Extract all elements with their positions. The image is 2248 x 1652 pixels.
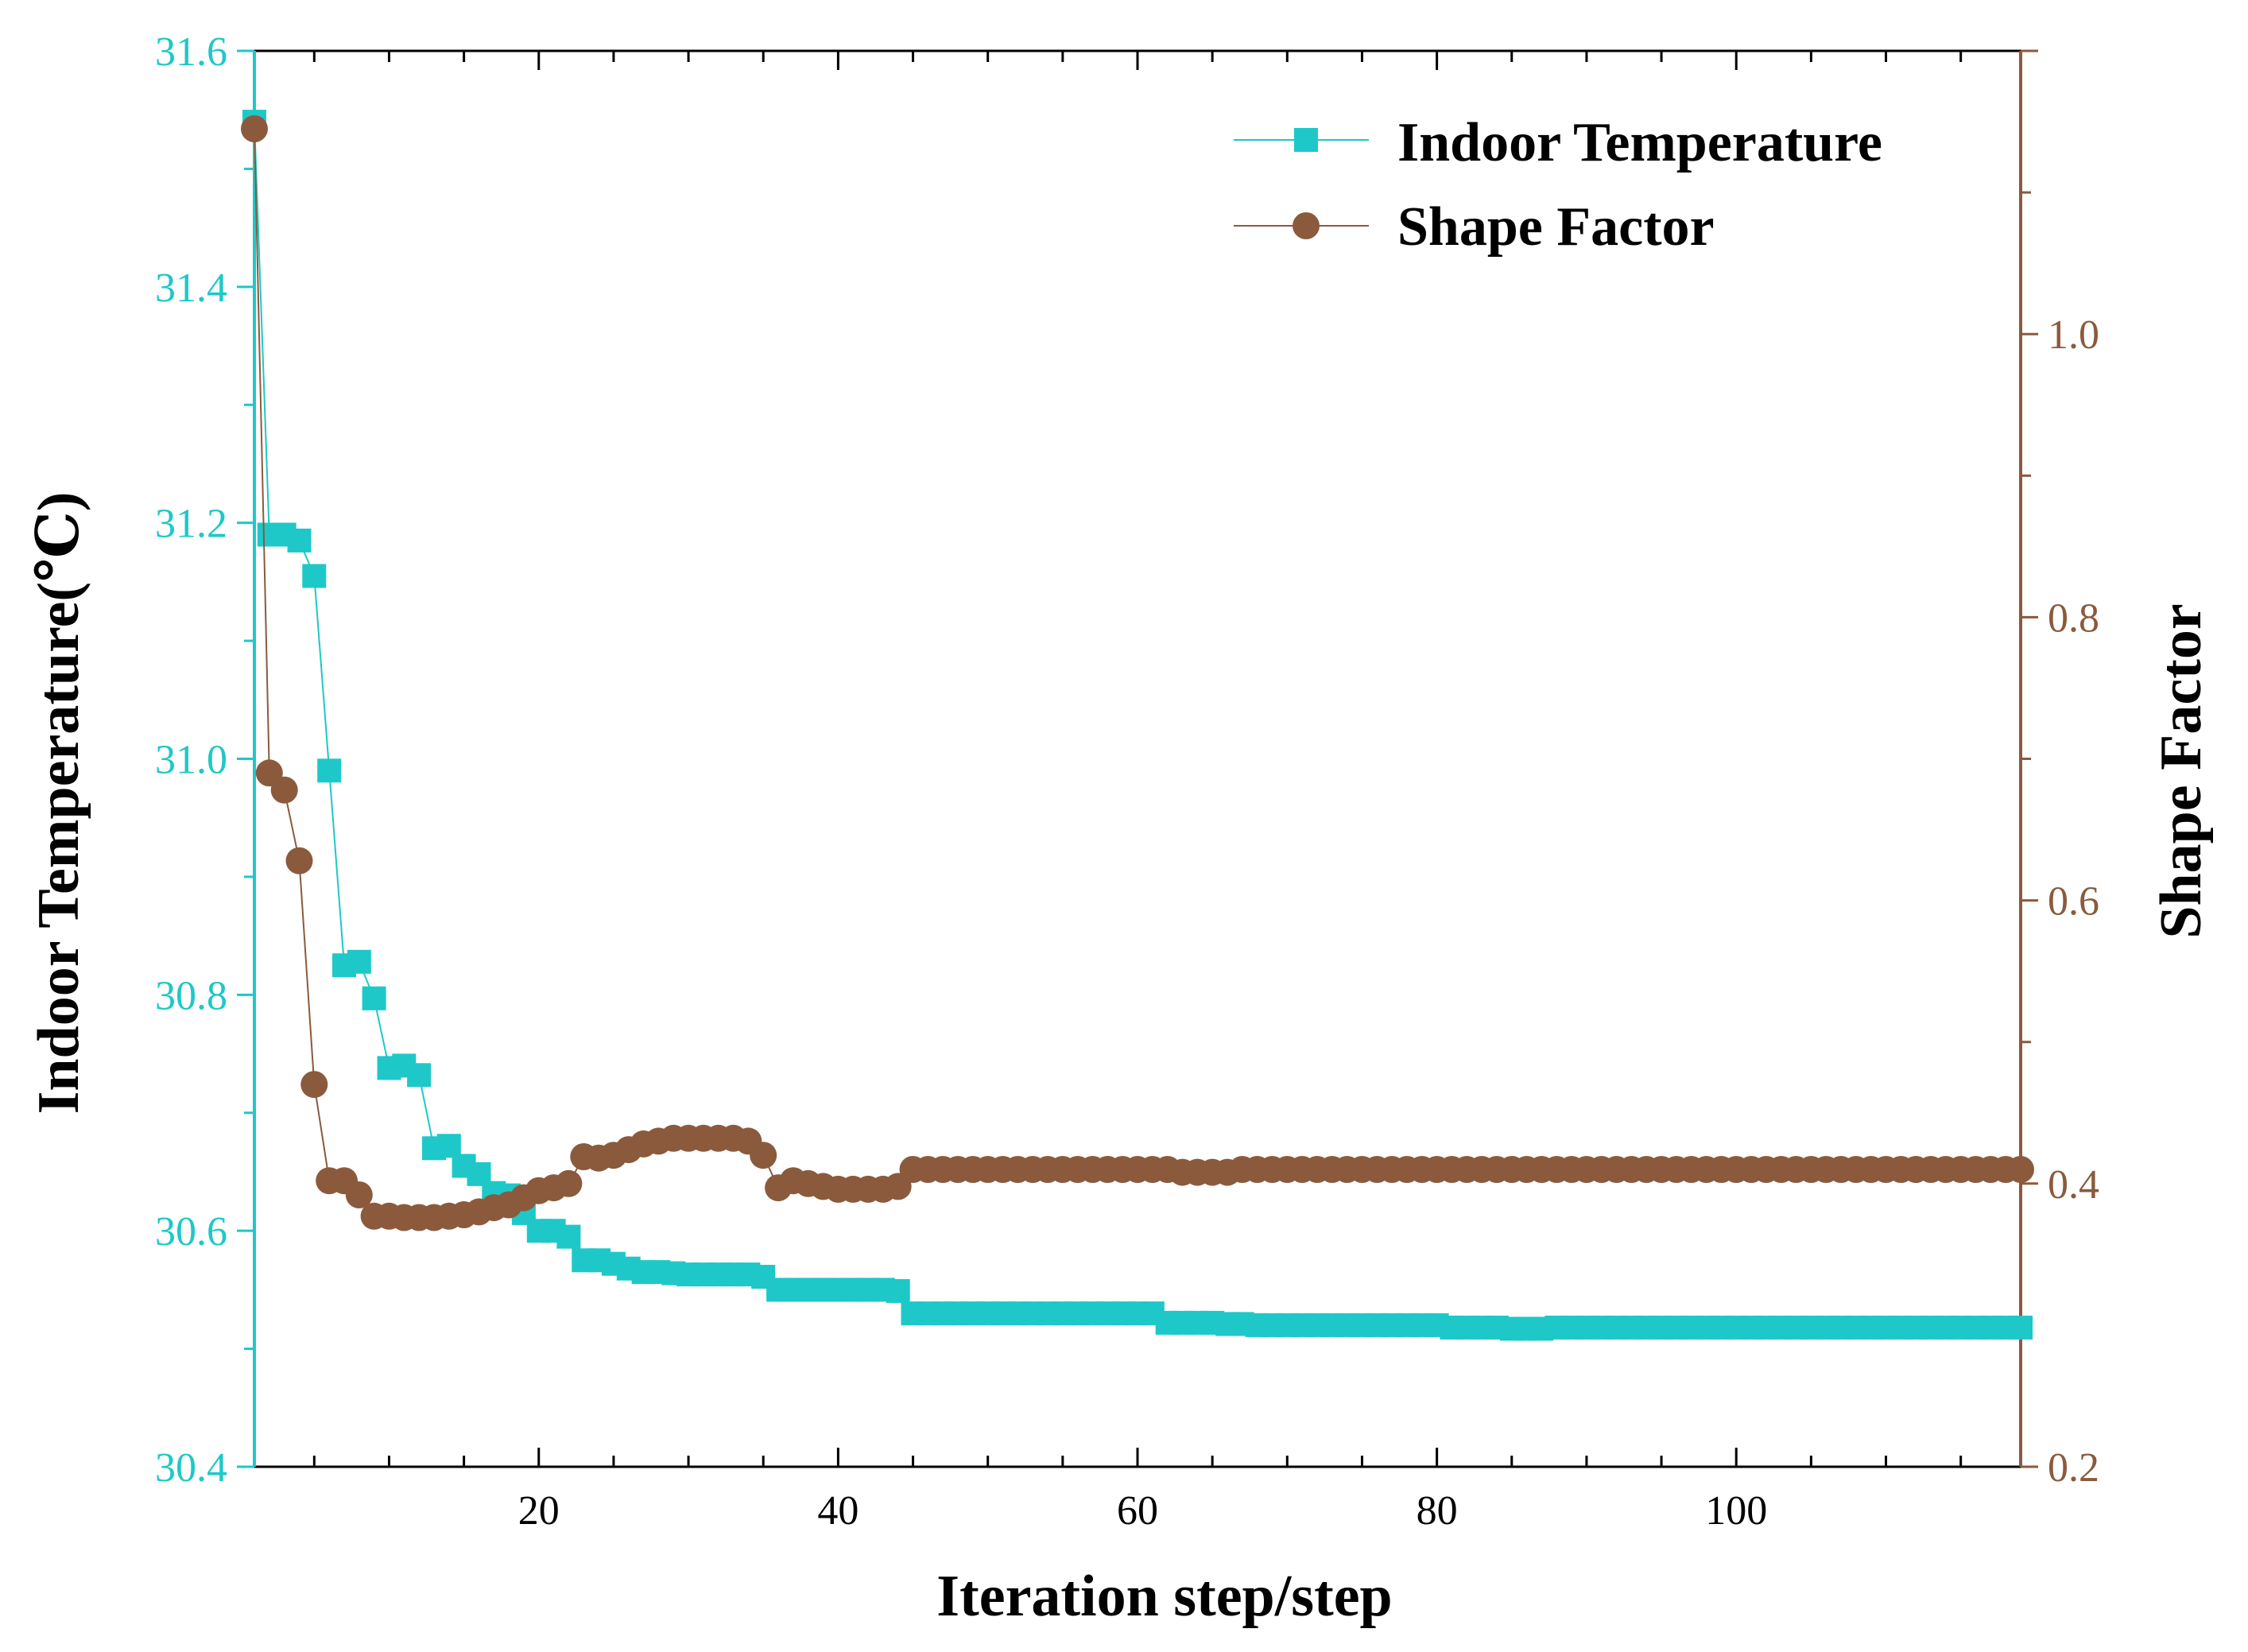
shape-factor-series bbox=[241, 115, 2034, 1231]
shape-factor-point bbox=[555, 1169, 583, 1197]
temperature-point bbox=[362, 986, 386, 1010]
y-right-tick-label: 0.4 bbox=[2048, 1162, 2099, 1208]
legend-temperature-label: Indoor Temperature bbox=[1397, 112, 1882, 173]
temperature-point bbox=[317, 758, 342, 783]
y-right-tick-label: 0.8 bbox=[2048, 595, 2099, 641]
shape-factor-point bbox=[2007, 1156, 2034, 1183]
x-tick-label: 20 bbox=[518, 1488, 560, 1534]
temperature-point bbox=[2009, 1315, 2033, 1340]
y-left-tick-label: 30.4 bbox=[155, 1445, 227, 1491]
legend-shape-factor-marker bbox=[1293, 212, 1320, 239]
temperature-point bbox=[886, 1278, 910, 1303]
y-left-tick-label: 31.4 bbox=[155, 266, 227, 311]
y-left-tick-label: 31.0 bbox=[155, 738, 227, 783]
temperature-point bbox=[287, 528, 312, 553]
y-axis-left-title: Indoor Temperature(℃) bbox=[26, 492, 91, 1115]
legend-shape-factor-label: Shape Factor bbox=[1397, 196, 1715, 258]
y-right-tick-label: 1.0 bbox=[2048, 312, 2099, 358]
shape-factor-point bbox=[270, 776, 298, 804]
legend-temperature-marker bbox=[1294, 128, 1318, 152]
x-tick-label: 100 bbox=[1705, 1488, 1767, 1534]
legend: Indoor Temperature Shape Factor bbox=[1234, 112, 1882, 258]
x-tick-label: 80 bbox=[1417, 1488, 1458, 1534]
temperature-point bbox=[302, 564, 327, 588]
shape-factor-point bbox=[750, 1142, 777, 1169]
x-tick-label: 60 bbox=[1117, 1488, 1158, 1534]
y-right-tick-label: 0.6 bbox=[2048, 879, 2099, 925]
y-left-tick-label: 31.2 bbox=[155, 502, 227, 547]
temperature-series-line bbox=[254, 122, 2021, 1330]
y-left-tick-label: 30.6 bbox=[155, 1209, 227, 1255]
plot-frame bbox=[253, 49, 2022, 1468]
temperature-point bbox=[556, 1224, 581, 1249]
y-axis-right-title: Shape Factor bbox=[2149, 603, 2214, 938]
temperature-point bbox=[347, 949, 371, 974]
y-left-tick-label: 31.6 bbox=[155, 29, 227, 75]
axis-ticks bbox=[237, 49, 2038, 1468]
shape-factor-point bbox=[241, 115, 268, 142]
y-right-tick-label: 0.2 bbox=[2048, 1445, 2099, 1491]
shape-factor-point bbox=[300, 1071, 328, 1099]
shape-factor-point bbox=[345, 1181, 373, 1208]
tick-labels: 20 40 60 80 100 30.4 30.6 30.8 31.0 31.2 31.4 31.6 0… bbox=[155, 29, 2099, 1534]
series-layer bbox=[241, 110, 2034, 1341]
shape-factor-point bbox=[285, 847, 313, 874]
x-tick-label: 40 bbox=[817, 1488, 859, 1534]
y-left-tick-label: 30.8 bbox=[155, 973, 227, 1018]
temperature-series bbox=[242, 110, 2033, 1341]
temperature-point bbox=[407, 1063, 432, 1088]
shape-factor-series-line bbox=[254, 128, 2021, 1219]
x-axis-title: Iteration step/step bbox=[936, 1564, 1392, 1629]
temperature-point bbox=[436, 1134, 461, 1158]
